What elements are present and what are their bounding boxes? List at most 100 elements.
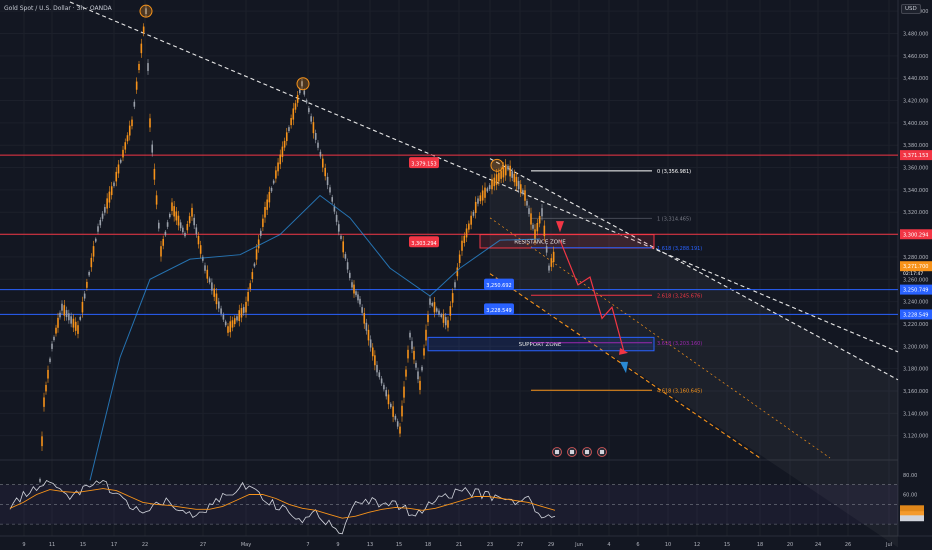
candle-body — [215, 293, 218, 305]
zone-rect — [427, 336, 655, 352]
support-level-1-tag: 3,250.692 — [484, 278, 514, 290]
fib-4618: 4.618 (3,160.645) — [531, 388, 702, 394]
fib-label: 3.618 (3,203.160) — [657, 341, 702, 347]
candle-body — [59, 312, 61, 318]
candle-body — [504, 164, 507, 176]
price-label-text: 3,271.700 — [903, 264, 928, 270]
candle-body — [335, 214, 338, 222]
candle-body — [479, 195, 482, 202]
candle-body — [173, 206, 175, 217]
fib-label: 0 (3,356.981) — [657, 169, 691, 175]
candle-body — [104, 207, 106, 213]
candle-body — [548, 265, 550, 271]
candle-body — [179, 222, 182, 229]
candle-body — [317, 142, 319, 148]
candle-body — [470, 215, 472, 225]
candle-body — [376, 364, 378, 373]
time-tick: 18 — [425, 542, 431, 548]
time-tick: 6 — [636, 542, 639, 548]
candle-body — [39, 478, 41, 482]
zone-rect — [479, 234, 655, 249]
candle-body — [481, 190, 484, 201]
candle-body — [438, 310, 440, 315]
candle-body — [294, 103, 297, 110]
candle-body — [94, 238, 97, 242]
fib-1: 1 (3,314.465) — [531, 216, 691, 222]
candle-body — [331, 197, 333, 202]
candle-body — [383, 384, 385, 390]
candle-body — [51, 343, 53, 349]
price-tick: 3,160.000 — [903, 389, 928, 395]
candle-body — [338, 224, 340, 232]
candle-body — [204, 265, 206, 271]
price-label-bg — [900, 229, 932, 240]
candle-body — [83, 293, 86, 299]
candle-body — [394, 415, 397, 420]
candle-body — [272, 180, 275, 184]
candle-body — [128, 125, 131, 136]
time-tick: 20 — [787, 542, 793, 548]
resistance-level-1-tag: 3,379.153 — [409, 157, 439, 169]
candle-body — [86, 281, 88, 288]
candle-body — [463, 235, 466, 243]
price-label: 3,271.700 — [900, 261, 932, 272]
event-icon-glyph — [570, 450, 574, 454]
candle-body — [538, 215, 541, 224]
candle-body — [218, 301, 220, 309]
candle-body — [45, 384, 47, 392]
candle-body — [530, 213, 532, 225]
candle-body — [151, 144, 153, 153]
candle-body — [324, 167, 326, 177]
candle-body — [513, 173, 516, 183]
event-icon — [582, 447, 592, 457]
channel-upper-line — [489, 158, 899, 381]
candle-body — [333, 206, 336, 212]
candle-body — [355, 291, 357, 296]
candle-body — [140, 43, 143, 54]
candle-body — [206, 269, 209, 279]
candle-body — [259, 230, 262, 236]
price-axis: 3,120.000 3,140.000 3,160.000 3,180.000 3,20… — [903, 9, 928, 439]
candle-body — [431, 302, 434, 306]
candle-body — [108, 191, 111, 203]
candle-body — [195, 227, 198, 235]
candle-body — [155, 195, 158, 205]
price-label: 3,371.153 — [900, 150, 932, 161]
candle-body — [461, 240, 463, 251]
price-tick: 3,460.000 — [903, 54, 928, 60]
price-label-text: 3,300.294 — [903, 232, 928, 238]
time-tick: 27 — [517, 542, 523, 548]
candle-body — [296, 94, 299, 103]
candle-body — [509, 165, 511, 177]
rsi-ma-value-bg — [900, 505, 924, 516]
candle-body — [275, 170, 277, 179]
time-tick: 17 — [111, 542, 117, 548]
event-icon — [597, 447, 607, 457]
candle-body — [449, 306, 452, 316]
rsi-ma-line — [9, 488, 556, 519]
projection-arrowhead — [619, 347, 628, 355]
time-tick: 15 — [396, 542, 402, 548]
candle-body — [247, 291, 249, 302]
currency-button[interactable]: USD — [901, 4, 921, 14]
candle-body — [359, 298, 361, 305]
candle-body — [534, 229, 536, 240]
candle-body — [536, 222, 539, 232]
fib-label: 2.618 (3,245.676) — [657, 293, 702, 299]
candle-body — [299, 89, 301, 94]
fib-label: 1.618 (3,288.191) — [657, 246, 702, 252]
candle-body — [268, 191, 271, 203]
price-tick: 3,400.000 — [903, 121, 928, 127]
candle-body — [429, 298, 431, 305]
price-tick: 3,200.000 — [903, 344, 928, 350]
candle-body — [285, 132, 288, 142]
candle-body — [197, 236, 200, 245]
candle-body — [550, 258, 553, 267]
candle-body — [257, 239, 260, 249]
candle-body — [326, 176, 329, 186]
candle-body — [106, 198, 108, 209]
candle-body — [110, 186, 113, 196]
support-zone: SUPPORT ZONE — [427, 336, 655, 352]
